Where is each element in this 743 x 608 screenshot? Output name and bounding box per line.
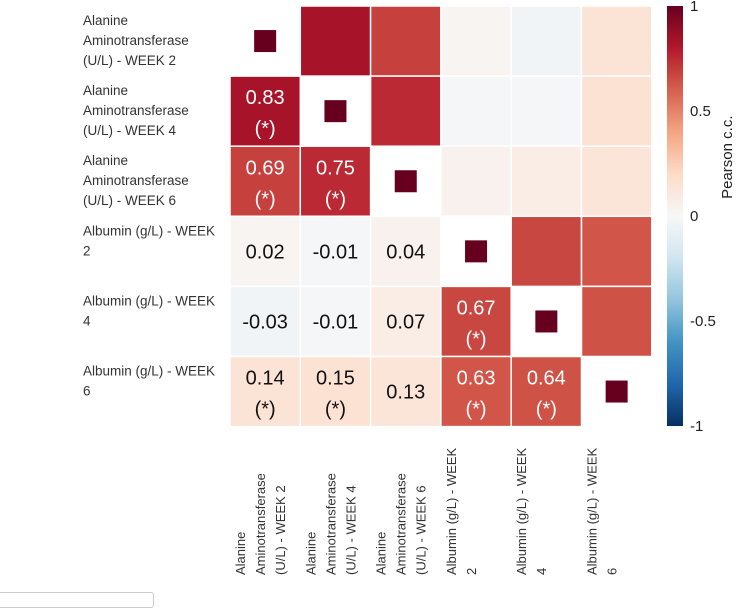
heatmap-cells: 0.83 (*) 0.69 (*) 0.75 (*) 0.02 -0.01 0.04 -0.03 -… [229,5,653,428]
cell-value-label: 0.13 [386,382,425,404]
heatmap-cell [440,5,512,77]
column-label: Alanine Aminotransferase (U/L) - WEEK 4 [303,473,358,575]
heatmap-cell [369,75,442,147]
heatmap-cell [229,285,302,358]
column-label: Albumin (g/L) - WEEK 4 [514,448,549,575]
diagonal-marker [324,100,347,123]
significance-marker: (*) [255,118,276,140]
diagonal-marker [254,30,277,53]
diagonal-marker [605,380,628,403]
diagonal-marker [465,240,488,263]
heatmap-cell [510,75,583,147]
diagonal-marker [535,310,558,333]
significance-marker: (*) [536,399,557,421]
cell-value-label: 0.69 [246,157,285,179]
heatmap-cell [229,75,302,147]
significance-marker: (*) [255,188,276,210]
significance-marker: (*) [325,188,346,210]
column-label: Alanine Aminotransferase (U/L) - WEEK 6 [374,473,429,575]
cell-value-label: -0.01 [313,311,359,333]
heatmap-cell [299,5,372,77]
cell-value-label: 0.63 [457,368,496,390]
row-labels: Alanine Aminotransferase (U/L) - WEEK 2 Ala… [83,13,215,399]
heatmap-cell [369,285,442,358]
column-label: Albumin (g/L) - WEEK 6 [585,448,620,575]
heatmap-cell [510,145,583,218]
heatmap-cell [440,355,512,428]
colorbar-gradient [667,6,683,426]
heatmap-cell [299,145,372,218]
cell-value-label: 0.64 [527,368,566,390]
colorbar-tick-label: 0.5 [690,103,711,120]
row-label: Alanine Aminotransferase (U/L) - WEEK 6 [83,153,189,208]
column-label: Alanine Aminotransferase (U/L) - WEEK 2 [233,473,288,575]
heatmap-cell [580,5,653,77]
heatmap-cell [580,215,653,288]
cell-value-label: 0.07 [386,311,425,333]
significance-marker: (*) [465,328,486,350]
colorbar-tick-label: -0.5 [690,313,716,330]
heatmap-cell [510,355,583,428]
heatmap-cell [369,215,442,288]
heatmap-cell [440,75,512,147]
cell-value-label: 0.75 [316,157,355,179]
heatmap-cell [369,5,442,77]
heatmap-cell [299,355,372,428]
heatmap-cell [580,75,653,147]
colorbar-title: Pearson c.c. [719,116,736,199]
column-labels: Alanine Aminotransferase (U/L) - WEEK 2 Ala… [233,448,620,575]
row-label: Alanine Aminotransferase (U/L) - WEEK 2 [83,13,189,68]
significance-marker: (*) [255,399,276,421]
cell-value-label: 0.15 [316,368,355,390]
cell-value-label: 0.14 [246,368,285,390]
column-label: Albumin (g/L) - WEEK 2 [444,448,479,575]
heatmap-cell [580,145,653,218]
colorbar-tick-label: 1 [690,0,698,15]
heatmap-cell [510,5,583,77]
cell-value-label: 0.02 [246,241,285,263]
colorbar: 1 0.5 0 -0.5 -1 Pearson c.c. [667,0,736,435]
diagonal-marker [394,170,417,193]
colorbar-tick-label: 0 [690,208,698,225]
significance-marker: (*) [325,399,346,421]
cell-value-label: -0.03 [242,311,288,333]
colorbar-tick-label: -1 [690,418,703,435]
bottom-panel-edge [0,592,154,608]
heatmap-cell [369,355,442,428]
significance-marker: (*) [465,399,486,421]
heatmap-cell [440,145,512,218]
cell-value-label: -0.01 [313,241,359,263]
heatmap-cell [229,355,302,428]
heatmap-cell [440,285,512,358]
heatmap-cell [510,215,583,288]
cell-value-label: 0.83 [246,87,285,109]
heatmap-cell [580,285,653,358]
cell-value-label: 0.67 [457,297,496,319]
row-label: Alanine Aminotransferase (U/L) - WEEK 4 [83,83,189,138]
row-label: Albumin (g/L) - WEEK 6 [83,364,215,399]
cell-value-label: 0.04 [386,241,425,263]
row-label: Albumin (g/L) - WEEK 4 [83,293,215,328]
row-label: Albumin (g/L) - WEEK 2 [83,223,215,258]
